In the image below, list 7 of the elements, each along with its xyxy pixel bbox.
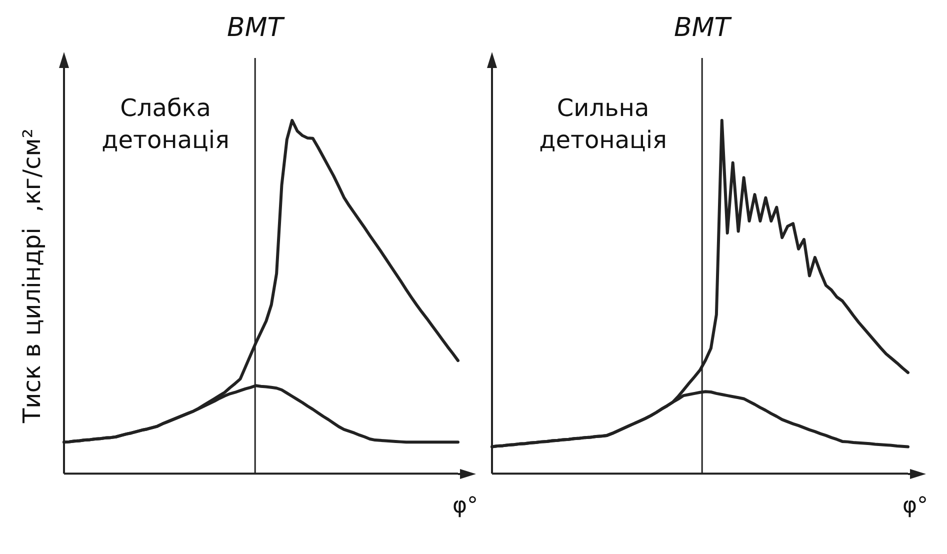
x-axis-title: φ° [452, 493, 478, 518]
annotation: Сильна детонація [539, 94, 667, 154]
text: ВМТ [674, 12, 732, 43]
y-axis-title: Тиск в циліндрі ,кг/см² [18, 128, 46, 424]
x-axis-title: φ° [902, 493, 928, 518]
text: ВМТ [227, 12, 286, 43]
annotation: Слабка детонація [102, 94, 230, 154]
